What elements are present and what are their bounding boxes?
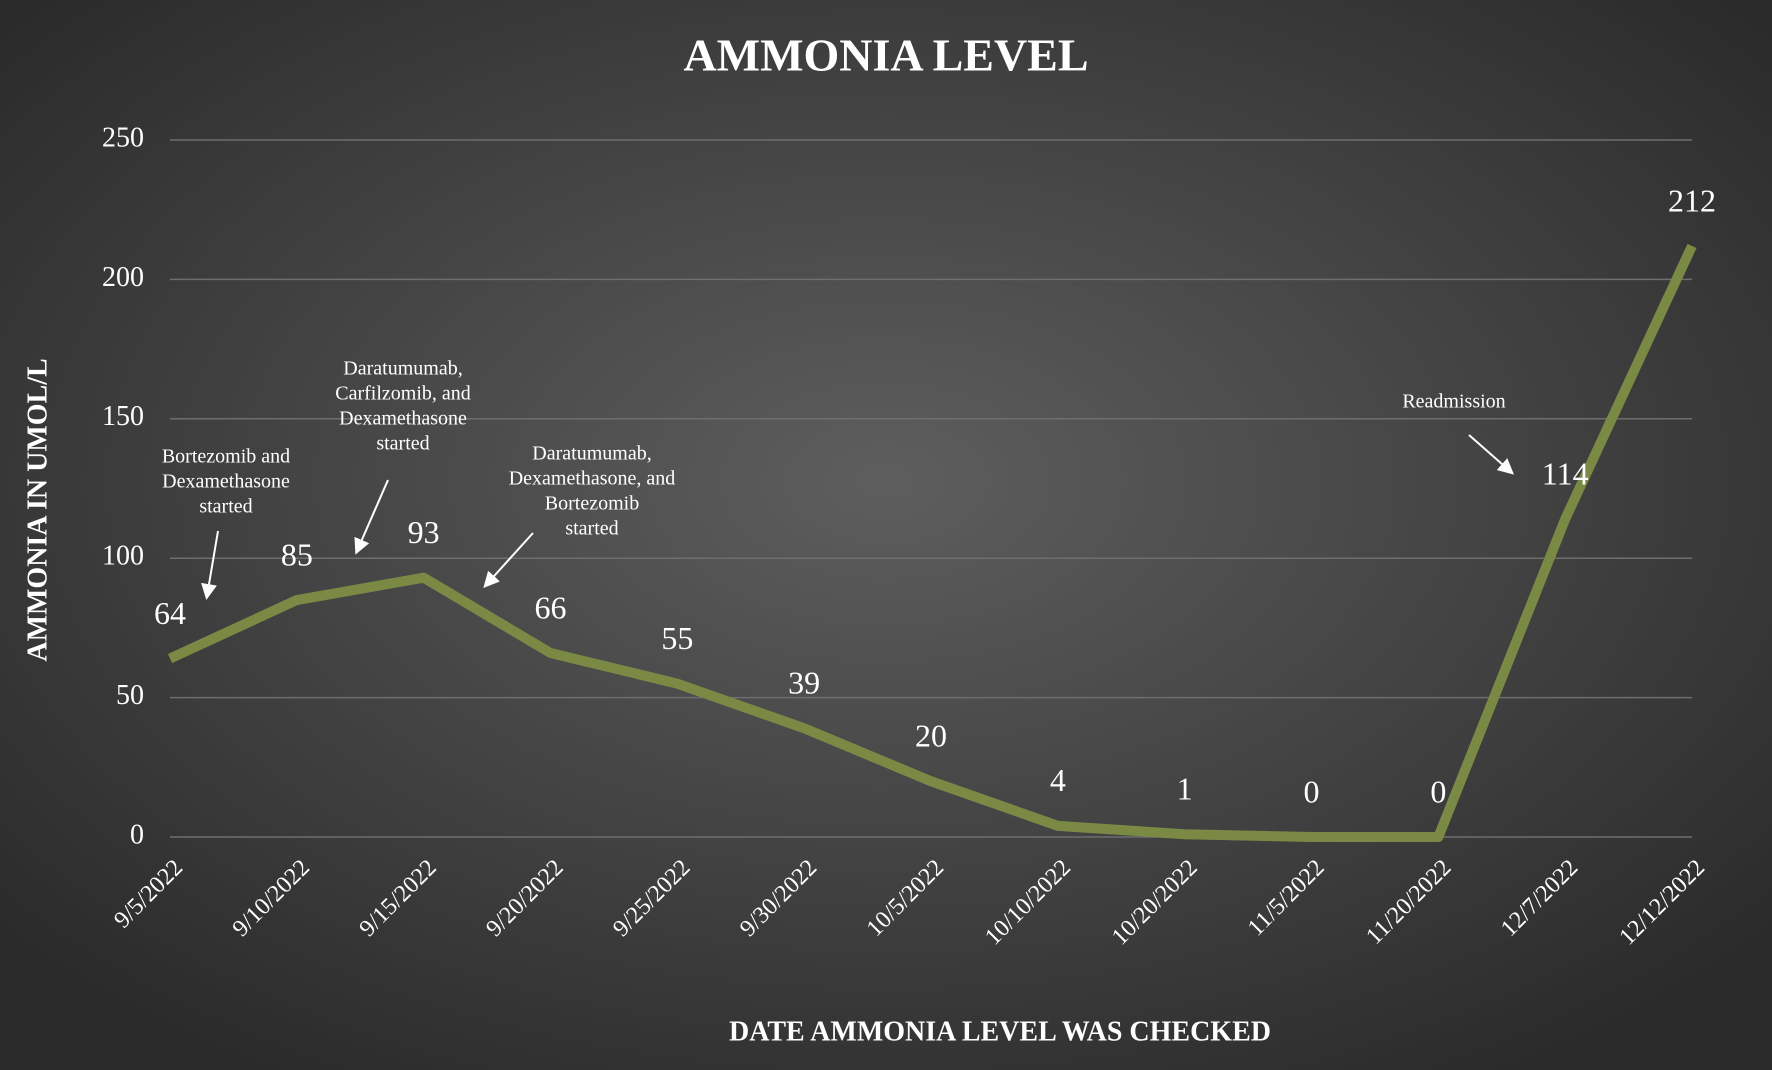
y-tick-label: 100: [102, 541, 144, 572]
data-label: 0: [1430, 773, 1446, 809]
data-label: 64: [154, 595, 186, 631]
y-tick-label: 200: [102, 262, 144, 293]
annotation: Carfilzomib, and: [335, 383, 471, 405]
y-tick-label: 150: [102, 401, 144, 432]
chart-title: AMMONIA LEVEL: [683, 30, 1088, 81]
arrow: [201, 530, 219, 600]
y-tick-label: 50: [116, 680, 144, 711]
annotation: Daratumumab,: [343, 358, 462, 380]
annotation: Dexamethasone, and: [509, 468, 676, 490]
data-label: 4: [1050, 762, 1066, 798]
y-tick-label: 250: [102, 122, 144, 153]
annotation: Daratumumab,: [532, 443, 651, 465]
data-label: 55: [661, 620, 693, 656]
arrow: [354, 479, 389, 555]
annotation: Bortezomib: [545, 493, 639, 515]
data-label: 39: [788, 665, 820, 701]
data-label: 114: [1542, 456, 1589, 492]
data-label: 0: [1304, 773, 1320, 809]
data-label: 93: [408, 514, 440, 550]
y-tick-label: 0: [130, 819, 144, 850]
x-axis-title: DATE AMMONIA LEVEL WAS CHECKED: [729, 1016, 1271, 1047]
data-label: 66: [535, 589, 567, 625]
data-label: 20: [915, 718, 947, 754]
y-axis-title: AMMONIA IN UMOL/L: [22, 358, 53, 661]
annotation: started: [376, 433, 429, 455]
data-line: [167, 243, 1697, 842]
arrow: [483, 532, 534, 588]
data-label: 85: [281, 536, 313, 572]
data-label: 212: [1668, 182, 1716, 218]
arrow: [1468, 434, 1515, 475]
annotation: Dexamethasone: [339, 408, 467, 430]
annotation-arrows: [201, 434, 1515, 600]
annotation: Bortezomib and: [162, 446, 290, 468]
annotation: Readmission: [1402, 391, 1505, 413]
annotation: started: [199, 496, 252, 518]
data-label: 1: [1177, 771, 1193, 807]
annotation: Dexamethasone: [162, 471, 290, 493]
annotation: started: [565, 518, 618, 540]
